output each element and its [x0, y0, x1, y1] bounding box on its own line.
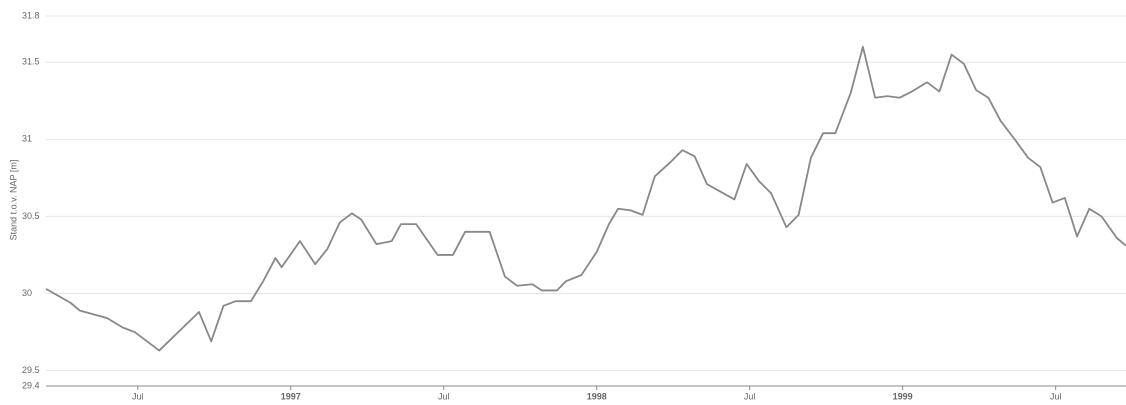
y-tick-label: 29.5 — [22, 365, 40, 375]
y-tick-label: 31.5 — [22, 57, 40, 67]
y-axis-label: Stand t.o.v. NAP [m] — [8, 160, 18, 241]
x-tick-label: 1999 — [893, 391, 913, 401]
x-tick-label: Jul — [1050, 391, 1062, 401]
x-tick-label: Jul — [744, 391, 756, 401]
y-tick-label: 30 — [22, 288, 32, 298]
x-tick-label: Jul — [132, 391, 144, 401]
y-tick-label: 29.4 — [22, 380, 40, 390]
data-line — [45, 45, 1126, 352]
x-tick-label: Jul — [438, 391, 450, 401]
x-tick-label: 1997 — [281, 391, 301, 401]
y-tick-label: 30.5 — [22, 211, 40, 221]
y-tick-label: 31.8 — [22, 10, 40, 20]
y-tick-label: 31 — [22, 134, 32, 144]
x-tick-label: 1998 — [587, 391, 607, 401]
